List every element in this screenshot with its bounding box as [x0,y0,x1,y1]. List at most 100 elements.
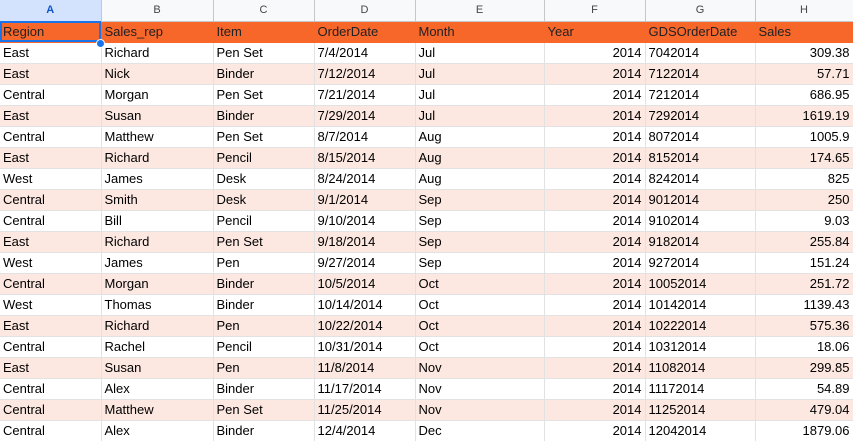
cell-gds-order-date[interactable]: 7042014 [645,42,756,64]
column-header-d[interactable]: D [314,0,416,22]
cell-region[interactable]: Central [0,336,102,358]
cell-order-date[interactable]: 7/12/2014 [314,63,416,85]
cell-sales-rep[interactable]: Richard [101,231,214,253]
cell-sales[interactable]: 174.65 [755,147,853,169]
cell-year[interactable]: 2014 [544,126,646,148]
cell-region[interactable]: East [0,315,102,337]
cell-order-date[interactable]: 9/27/2014 [314,252,416,274]
cell-month[interactable]: Sep [415,252,545,274]
cell-order-date[interactable]: 10/5/2014 [314,273,416,295]
cell-order-date[interactable]: 9/1/2014 [314,189,416,211]
cell-region[interactable]: West [0,168,102,190]
cell-gds-order-date[interactable]: 8072014 [645,126,756,148]
cell-month[interactable]: Oct [415,336,545,358]
cell-order-date[interactable]: 11/25/2014 [314,399,416,421]
cell-gds-order-date[interactable]: 11252014 [645,399,756,421]
cell-year[interactable]: 2014 [544,168,646,190]
cell-sales-rep[interactable]: Susan [101,357,214,379]
cell-gds-order-date[interactable]: 9272014 [645,252,756,274]
cell-sales-rep[interactable]: Nick [101,63,214,85]
cell-item[interactable]: Pen Set [213,126,315,148]
cell-region[interactable]: East [0,357,102,379]
cell-sales[interactable]: 151.24 [755,252,853,274]
cell-sales-rep[interactable]: Susan [101,105,214,127]
cell-item[interactable]: Binder [213,63,315,85]
cell-gds-order-date[interactable]: 9102014 [645,210,756,232]
cell-order-date[interactable]: 8/7/2014 [314,126,416,148]
cell-year[interactable]: 2014 [544,336,646,358]
cell-sales[interactable]: 250 [755,189,853,211]
cell-month[interactable]: Jul [415,84,545,106]
cell-sales-rep[interactable]: Matthew [101,126,214,148]
cell-order-date[interactable]: 7/21/2014 [314,84,416,106]
cell-region[interactable]: East [0,63,102,85]
cell-sales-rep[interactable]: Richard [101,147,214,169]
cell-item[interactable]: Desk [213,168,315,190]
cell-region[interactable]: East [0,42,102,64]
cell-region[interactable]: East [0,231,102,253]
cell-sales[interactable]: 54.89 [755,378,853,400]
cell-region[interactable]: Central [0,126,102,148]
cell-gds-order-date[interactable]: 10142014 [645,294,756,316]
cell-year-header[interactable]: Year [544,21,646,43]
cell-item[interactable]: Pen [213,252,315,274]
cell-item[interactable]: Binder [213,273,315,295]
cell-month[interactable]: Dec [415,420,545,441]
column-header-h[interactable]: H [755,0,853,22]
cell-month[interactable]: Jul [415,63,545,85]
cell-month[interactable]: Sep [415,231,545,253]
cell-item[interactable]: Binder [213,105,315,127]
cell-year[interactable]: 2014 [544,210,646,232]
cell-item[interactable]: Binder [213,420,315,441]
cell-item-header[interactable]: Item [213,21,315,43]
cell-sales-rep[interactable]: Smith [101,189,214,211]
cell-gds-order-date[interactable]: 10222014 [645,315,756,337]
cell-month[interactable]: Jul [415,105,545,127]
cell-year[interactable]: 2014 [544,357,646,379]
cell-region[interactable]: East [0,105,102,127]
cell-sales[interactable]: 825 [755,168,853,190]
cell-region[interactable]: Central [0,84,102,106]
cell-gds-order-date[interactable]: 11082014 [645,357,756,379]
cell-sales[interactable]: 9.03 [755,210,853,232]
column-header-f[interactable]: F [544,0,646,22]
cell-region[interactable]: West [0,294,102,316]
cell-sales-rep[interactable]: Rachel [101,336,214,358]
cell-sales[interactable]: 309.38 [755,42,853,64]
cell-month[interactable]: Oct [415,273,545,295]
cell-order-date-header[interactable]: OrderDate [314,21,416,43]
cell-month[interactable]: Sep [415,189,545,211]
cell-order-date[interactable]: 7/29/2014 [314,105,416,127]
cell-gds-order-date[interactable]: 10052014 [645,273,756,295]
cell-month-header[interactable]: Month [415,21,545,43]
cell-order-date[interactable]: 8/15/2014 [314,147,416,169]
cell-gds-order-date[interactable]: 12042014 [645,420,756,441]
cell-item[interactable]: Pen [213,315,315,337]
cell-item[interactable]: Binder [213,294,315,316]
cell-order-date[interactable]: 10/31/2014 [314,336,416,358]
cell-region[interactable]: Central [0,378,102,400]
cell-sales[interactable]: 1879.06 [755,420,853,441]
cell-year[interactable]: 2014 [544,105,646,127]
cell-sales-rep[interactable]: Alex [101,378,214,400]
cell-item[interactable]: Pen [213,357,315,379]
cell-sales[interactable]: 1139.43 [755,294,853,316]
cell-gds-order-date[interactable]: 10312014 [645,336,756,358]
cell-month[interactable]: Oct [415,315,545,337]
cell-year[interactable]: 2014 [544,84,646,106]
cell-month[interactable]: Nov [415,357,545,379]
cell-month[interactable]: Nov [415,399,545,421]
cell-item[interactable]: Pen Set [213,231,315,253]
cell-item[interactable]: Pen Set [213,42,315,64]
cell-month[interactable]: Aug [415,126,545,148]
fill-handle[interactable] [96,39,105,48]
cell-item[interactable]: Pencil [213,210,315,232]
column-header-g[interactable]: G [645,0,756,22]
cell-order-date[interactable]: 9/10/2014 [314,210,416,232]
cell-year[interactable]: 2014 [544,147,646,169]
cell-sales[interactable]: 1619.19 [755,105,853,127]
cell-order-date[interactable]: 9/18/2014 [314,231,416,253]
cell-gds-order-date[interactable]: 9012014 [645,189,756,211]
cell-gds-order-date[interactable]: 11172014 [645,378,756,400]
cell-region[interactable]: Central [0,420,102,441]
